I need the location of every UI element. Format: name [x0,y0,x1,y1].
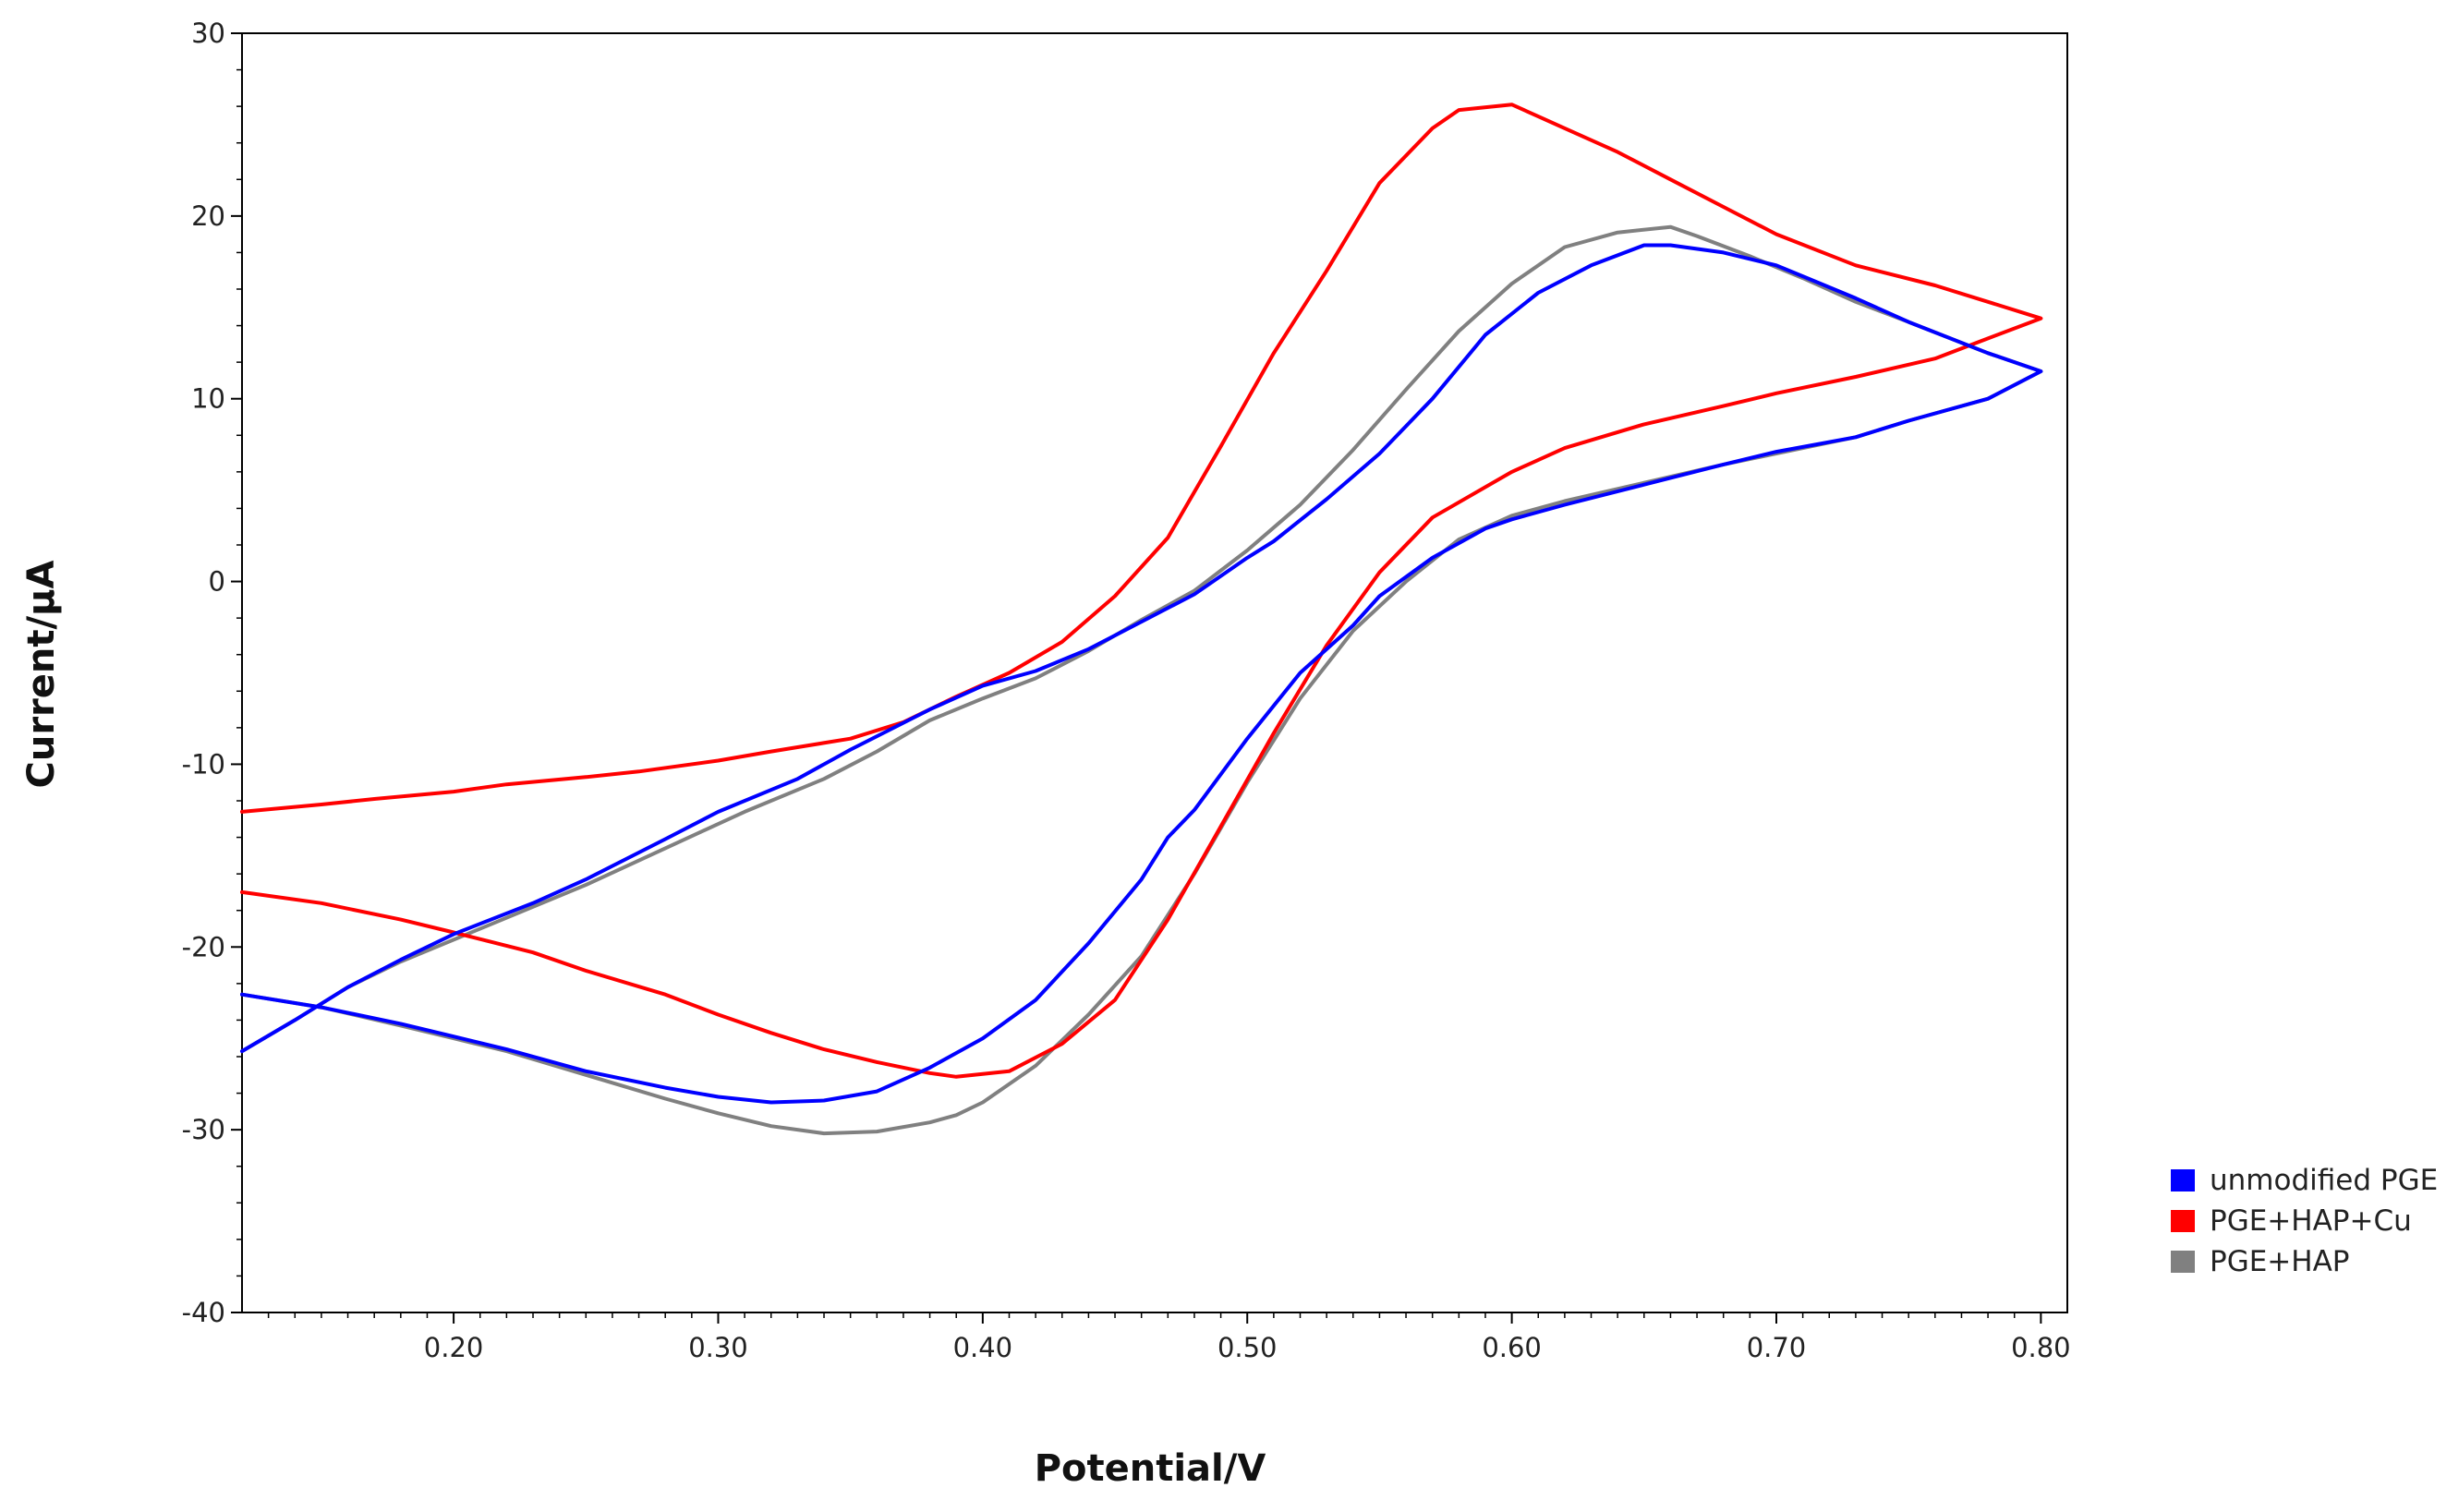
y-axis-title: Current/µA [20,560,63,788]
y-axis: 30 20 10 0 -10 -20 -30 -40 [182,18,242,1328]
y-tick-label: -30 [182,1114,225,1145]
y-tick-label: 0 [209,566,225,598]
x-tick-label: 0.80 [2011,1332,2071,1363]
x-tick-label: 0.70 [1747,1332,1807,1363]
series-line-unmodified-pge [240,243,2043,1105]
legend-label: PGE+HAP [2210,1245,2350,1278]
legend-swatch [2171,1251,2195,1273]
x-tick-label: 0.60 [1482,1332,1542,1363]
y-tick-label: 10 [191,383,225,415]
legend-label: PGE+HAP+Cu [2210,1204,2412,1238]
x-tick-label: 0.30 [688,1332,748,1363]
plot-area [241,32,2068,1313]
y-tick-label: -10 [182,748,225,780]
x-tick-label: 0.20 [424,1332,484,1363]
y-tick-label: 20 [191,200,225,232]
legend: unmodified PGE PGE+HAP+Cu PGE+HAP [2171,1164,2438,1278]
legend-swatch [2171,1210,2195,1232]
x-tick-label: 0.40 [953,1332,1013,1363]
y-tick-label: 30 [191,18,225,49]
x-axis: 0.20 0.30 0.40 0.50 0.60 0.70 0.80 [267,1312,2071,1363]
x-axis-title: Potential/V [1035,1447,1266,1490]
legend-swatch [2171,1169,2195,1191]
legend-label: unmodified PGE [2210,1164,2438,1197]
y-tick-label: -40 [182,1297,225,1328]
y-tick-label: -20 [182,931,225,962]
x-tick-label: 0.50 [1217,1332,1278,1363]
series-layer [240,103,2043,1136]
